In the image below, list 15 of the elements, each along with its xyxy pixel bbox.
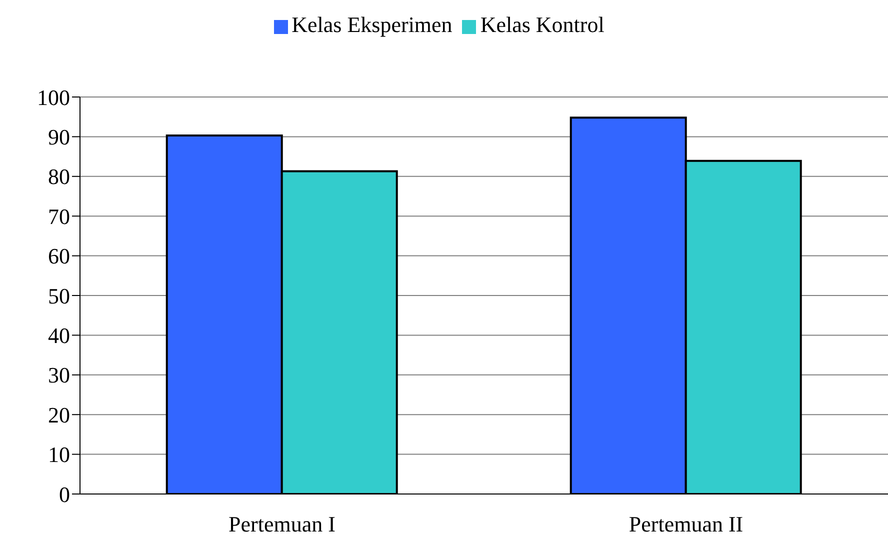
x-tick-label: Pertemuan I <box>228 512 336 537</box>
y-tick-label: 0 <box>59 482 70 507</box>
y-tick-label: 10 <box>48 442 70 468</box>
y-tick-label: 50 <box>48 283 70 308</box>
y-tick-label: 70 <box>48 204 70 229</box>
y-tick-label: 30 <box>48 362 70 388</box>
y-tick-label: 60 <box>48 244 70 269</box>
legend-label: Kelas Kontrol <box>480 12 604 37</box>
y-tick-label: 90 <box>48 124 70 150</box>
y-tick-label: 20 <box>48 402 70 428</box>
legend-label: Kelas Eksperimen <box>292 12 452 37</box>
y-tick-label: 40 <box>48 323 70 348</box>
x-tick-label: Pertemuan II <box>628 512 744 537</box>
y-tick-label: 80 <box>48 164 70 190</box>
y-tick-label: 100 <box>37 84 70 110</box>
